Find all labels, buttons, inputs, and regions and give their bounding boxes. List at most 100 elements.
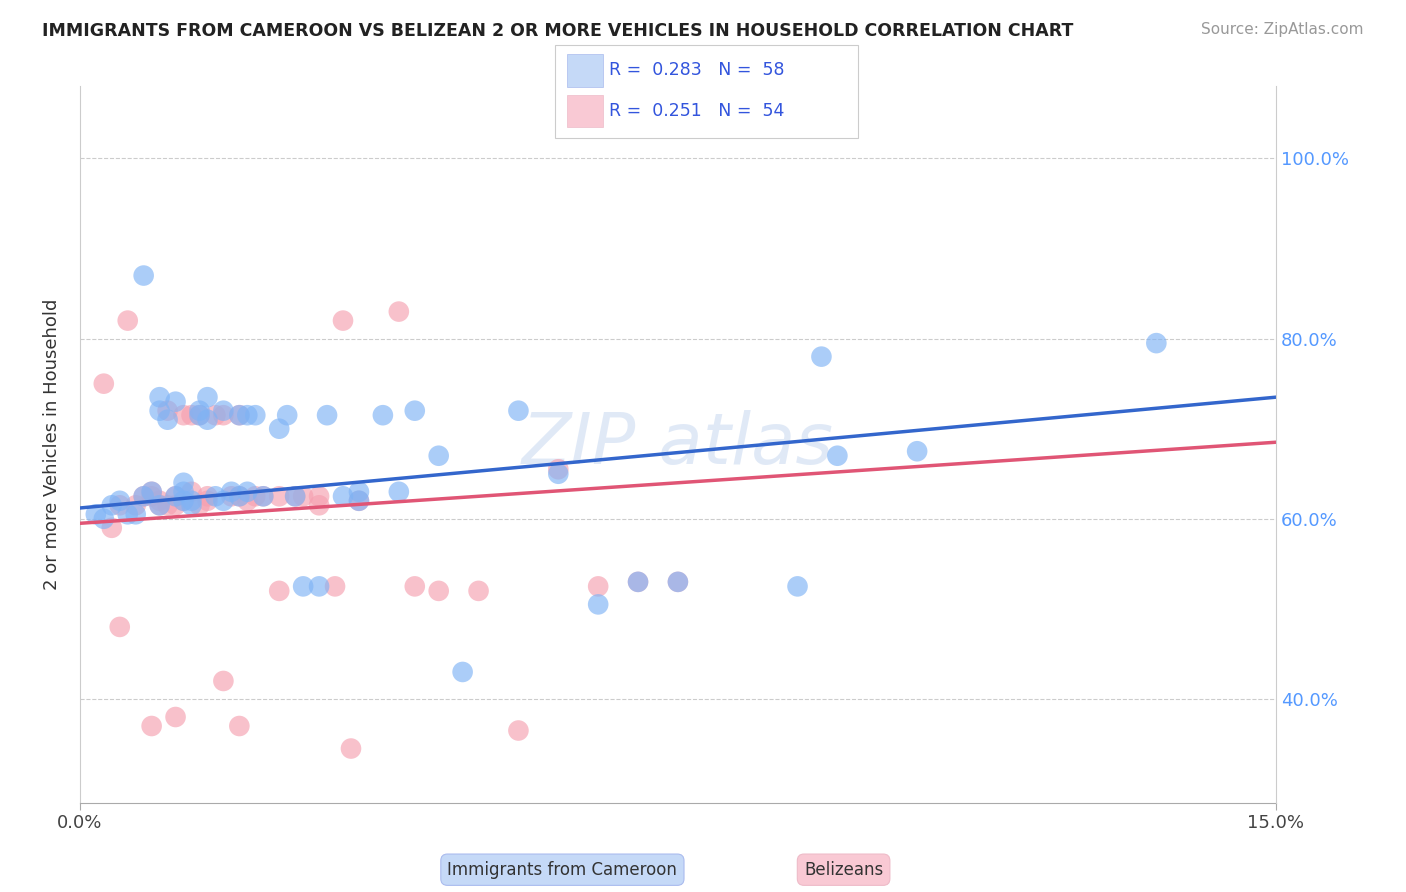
Point [93, 376, 115, 391]
Point [180, 484, 202, 499]
Point [108, 493, 131, 508]
Point [180, 493, 202, 508]
Point [388, 484, 411, 499]
Point [236, 493, 259, 508]
Point [627, 574, 650, 589]
Point [1144, 336, 1167, 351]
Point [100, 498, 122, 512]
Point [188, 498, 211, 512]
Point [212, 408, 235, 422]
Point [236, 484, 259, 499]
Point [316, 408, 339, 422]
Point [173, 493, 195, 508]
Point [180, 408, 202, 422]
Point [149, 390, 172, 404]
Point [117, 508, 139, 522]
Text: R =  0.251   N =  54: R = 0.251 N = 54 [609, 102, 785, 120]
Point [228, 408, 250, 422]
Point [427, 449, 450, 463]
Point [141, 484, 163, 499]
Point [188, 403, 211, 417]
Point [347, 493, 370, 508]
Point [228, 408, 250, 422]
Point [627, 574, 650, 589]
Point [228, 719, 250, 733]
Point [292, 489, 315, 503]
Point [332, 489, 354, 503]
Point [212, 493, 235, 508]
Point [180, 498, 202, 512]
Point [308, 579, 330, 593]
Point [165, 498, 187, 512]
Point [149, 403, 172, 417]
Point [547, 467, 569, 481]
Point [141, 719, 163, 733]
Point [340, 741, 363, 756]
Point [427, 583, 450, 598]
Point [245, 408, 267, 422]
Point [586, 598, 609, 612]
Point [173, 475, 195, 490]
Point [197, 489, 219, 503]
Text: ZIP atlas: ZIP atlas [522, 410, 834, 479]
Point [308, 489, 330, 503]
Point [117, 313, 139, 327]
Point [108, 498, 131, 512]
Point [221, 489, 243, 503]
Point [308, 498, 330, 512]
Text: Immigrants from Cameroon: Immigrants from Cameroon [447, 861, 678, 879]
Point [125, 508, 148, 522]
Point [245, 489, 267, 503]
Point [332, 313, 354, 327]
Point [165, 394, 187, 409]
Point [212, 673, 235, 688]
Point [165, 710, 187, 724]
Point [132, 489, 155, 503]
Point [276, 408, 298, 422]
Point [125, 498, 148, 512]
Point [905, 444, 928, 458]
Point [252, 489, 274, 503]
Point [93, 512, 115, 526]
Point [84, 508, 107, 522]
Point [141, 484, 163, 499]
Point [156, 413, 179, 427]
Text: Belizeans: Belizeans [804, 861, 883, 879]
Point [269, 489, 291, 503]
Point [292, 579, 315, 593]
Point [212, 403, 235, 417]
Text: IMMIGRANTS FROM CAMEROON VS BELIZEAN 2 OR MORE VEHICLES IN HOUSEHOLD CORRELATION: IMMIGRANTS FROM CAMEROON VS BELIZEAN 2 O… [42, 22, 1074, 40]
Point [149, 498, 172, 512]
Point [173, 408, 195, 422]
Point [108, 620, 131, 634]
Point [547, 462, 569, 476]
Y-axis label: 2 or more Vehicles in Household: 2 or more Vehicles in Household [44, 299, 60, 591]
Point [666, 574, 689, 589]
Point [252, 489, 274, 503]
Text: R =  0.283   N =  58: R = 0.283 N = 58 [609, 62, 785, 79]
Point [323, 579, 346, 593]
Point [508, 403, 530, 417]
Point [284, 489, 307, 503]
Point [284, 489, 307, 503]
Point [371, 408, 394, 422]
Point [666, 574, 689, 589]
Point [810, 350, 832, 364]
Point [197, 390, 219, 404]
Point [508, 723, 530, 738]
Point [221, 484, 243, 499]
Point [586, 579, 609, 593]
Point [100, 521, 122, 535]
Point [228, 489, 250, 503]
Point [132, 489, 155, 503]
Point [228, 489, 250, 503]
Point [132, 268, 155, 283]
Point [236, 408, 259, 422]
Point [165, 489, 187, 503]
Point [197, 413, 219, 427]
Point [156, 403, 179, 417]
Point [141, 489, 163, 503]
Point [188, 408, 211, 422]
Point [786, 579, 808, 593]
Point [149, 493, 172, 508]
